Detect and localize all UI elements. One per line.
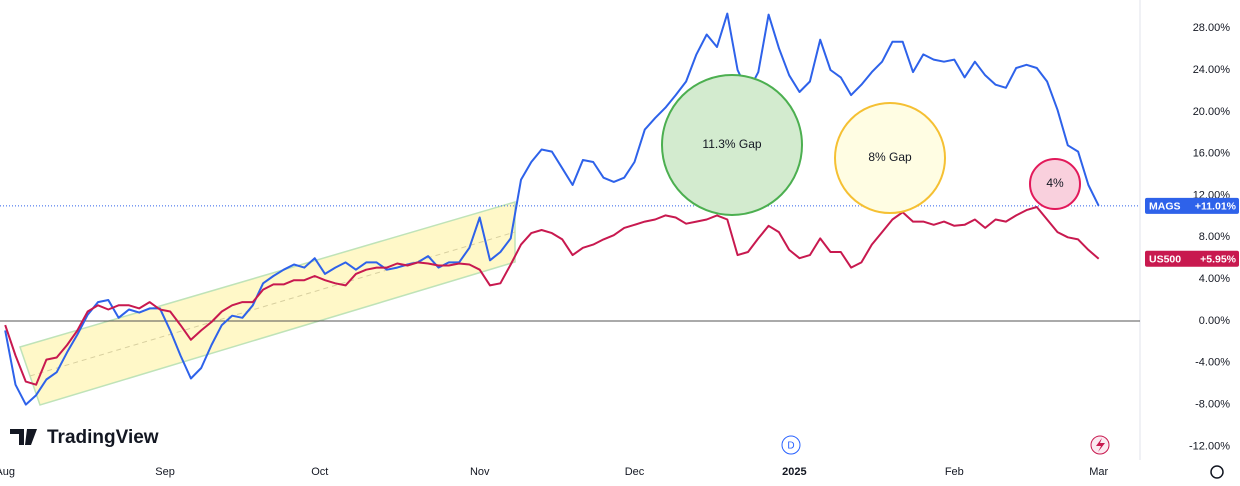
series-line xyxy=(4,206,1100,386)
event-badge[interactable] xyxy=(781,435,801,455)
y-tick-label: 4.00% xyxy=(1199,273,1230,285)
last-value-label: +11.01% xyxy=(1195,201,1237,213)
series-line xyxy=(4,12,1100,406)
x-tick-label: Feb xyxy=(945,466,964,478)
legend-name: MAGS xyxy=(1149,201,1181,213)
y-tick-label: 24.00% xyxy=(1193,64,1231,76)
last-value-badge xyxy=(1145,250,1239,267)
settings-icon[interactable] xyxy=(1210,465,1224,479)
annotation-circle xyxy=(1029,158,1081,210)
y-tick-label: 16.00% xyxy=(1193,148,1231,160)
event-badge-text: D xyxy=(787,441,794,452)
x-tick-label: 2025 xyxy=(782,466,806,478)
channel xyxy=(19,200,516,406)
last-value-label: +5.95% xyxy=(1200,254,1237,266)
flash-icon-glyph xyxy=(1096,438,1105,452)
y-tick-label: 0.00% xyxy=(1199,315,1230,327)
annotation-text: 11.3% Gap xyxy=(702,137,761,151)
marks xyxy=(0,12,1140,406)
x-tick-label: Sep xyxy=(155,466,175,478)
legend-name: US500 xyxy=(1149,254,1181,266)
x-tick-label: Nov xyxy=(470,466,490,478)
annotation-circle xyxy=(661,74,803,216)
overlay: 11.3% Gap 8% Gap 4% xyxy=(661,74,1081,216)
x-tick-label: Aug xyxy=(0,466,15,478)
annotation-text: 4% xyxy=(1046,176,1064,190)
y-tick-label: 28.00% xyxy=(1193,22,1231,34)
x-tick-label: Mar xyxy=(1089,466,1108,478)
y-tick-label: 8.00% xyxy=(1199,231,1230,243)
y-tick-label: 20.00% xyxy=(1193,106,1231,118)
y-tick-label: -4.00% xyxy=(1195,357,1230,369)
x-tick-label: Oct xyxy=(311,466,328,478)
annotation-text: 8% Gap xyxy=(868,150,912,164)
last-value-badge xyxy=(1145,197,1239,214)
x-tick-label: Dec xyxy=(625,466,645,478)
y-tick-label: -8.00% xyxy=(1195,398,1230,410)
y-tick-label: -12.00% xyxy=(1189,440,1230,452)
logo-text: TradingView xyxy=(47,427,159,448)
channel-mid xyxy=(29,231,516,377)
logo-mark xyxy=(10,429,37,445)
annotation-circle xyxy=(834,102,946,214)
